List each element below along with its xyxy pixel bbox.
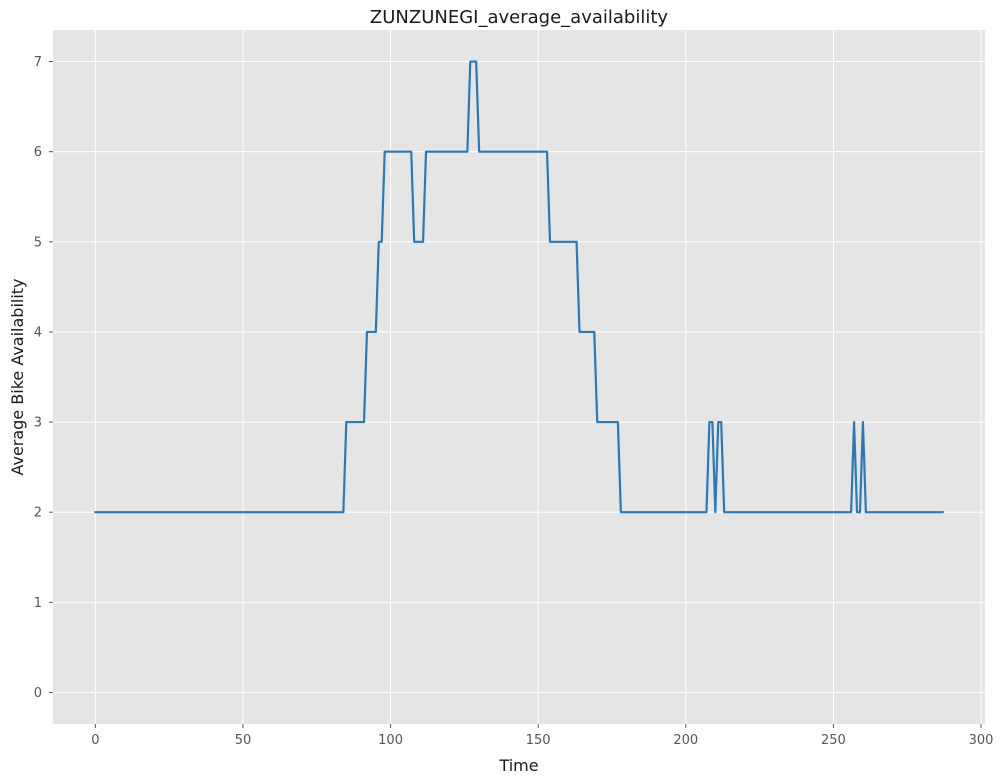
x-axis-label: Time (498, 756, 538, 775)
x-tick-label: 150 (526, 733, 551, 748)
x-tick-label: 0 (91, 733, 99, 748)
x-axis-ticks: 0 50 100 150 200 250 300 (91, 724, 993, 748)
x-tick-label: 300 (969, 733, 994, 748)
y-tick-label: 3 (34, 416, 42, 431)
x-tick-label: 250 (821, 733, 846, 748)
y-tick-label: 1 (34, 596, 42, 611)
y-tick-label: 0 (34, 686, 42, 701)
y-tick-label: 2 (34, 506, 42, 521)
y-axis-ticks: 0 1 2 3 4 5 6 7 (34, 55, 53, 701)
x-tick-label: 200 (673, 733, 698, 748)
y-axis-label: Average Bike Availability (8, 278, 27, 475)
plot-area (53, 30, 985, 724)
x-tick-label: 50 (235, 733, 252, 748)
chart-title: ZUNZUNEGI_average_availability (370, 7, 668, 28)
y-tick-label: 5 (34, 235, 42, 250)
y-tick-label: 7 (34, 55, 42, 70)
y-tick-label: 6 (34, 145, 42, 160)
x-tick-label: 100 (378, 733, 403, 748)
series-layer (94, 60, 944, 514)
y-tick-label: 4 (34, 325, 42, 340)
series-line (94, 60, 944, 514)
